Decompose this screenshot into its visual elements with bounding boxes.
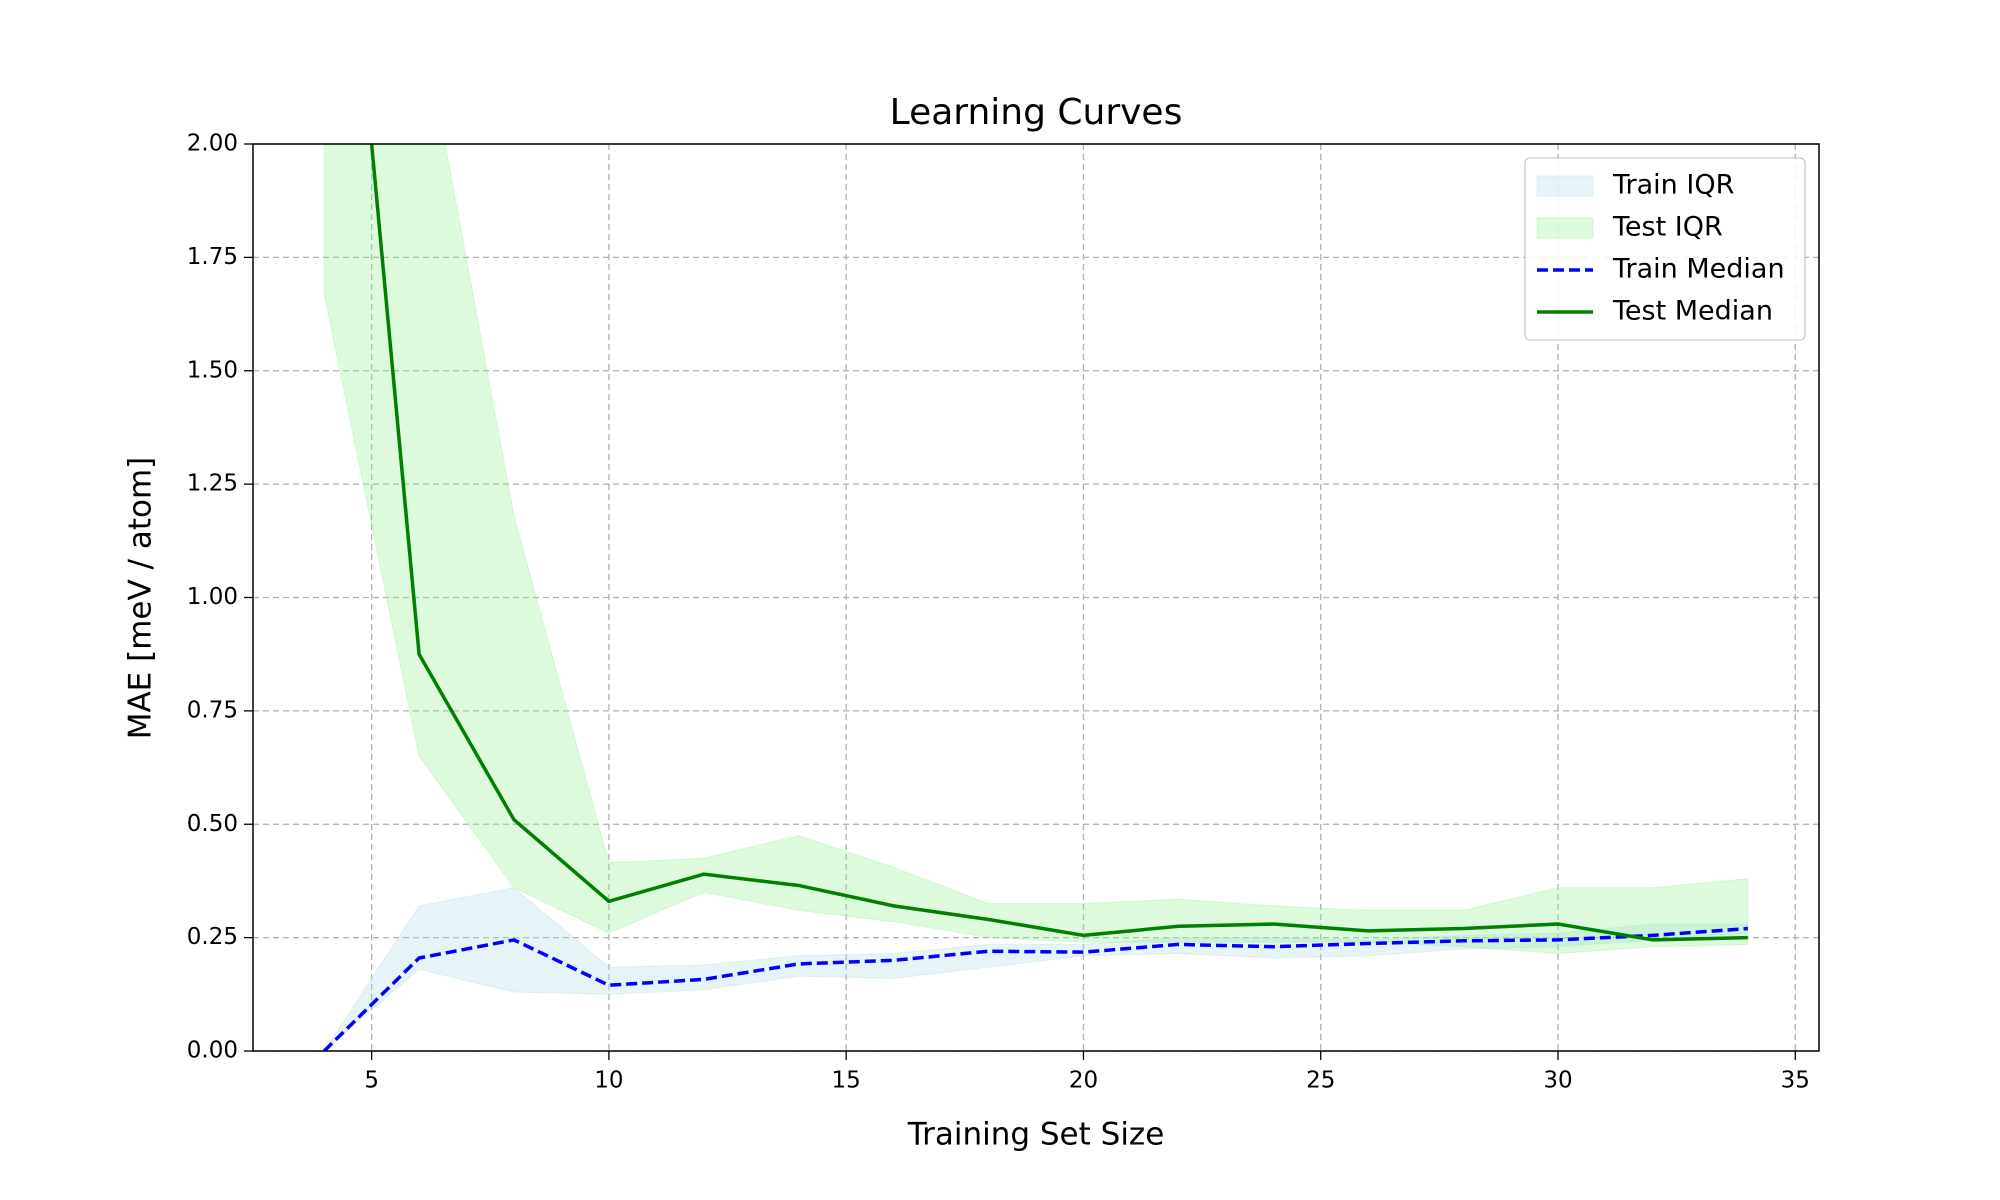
y-tick-label: 0.00 (187, 1038, 238, 1064)
median-line (369, 144, 1748, 942)
y-tick-label: 0.50 (187, 811, 238, 837)
x-tick-label: 35 (1781, 1068, 1810, 1094)
plot-frame (252, 143, 1820, 1052)
y-tick-label: 1.00 (187, 584, 238, 610)
x-tick-label: 10 (594, 1068, 623, 1094)
x-tick-label: 30 (1543, 1068, 1572, 1094)
iqr-band (323, 144, 1749, 954)
x-tick-label: 15 (832, 1068, 861, 1094)
legend-swatch (1536, 217, 1594, 239)
y-tick-label: 2.00 (187, 131, 238, 157)
y-tick-label: 0.75 (187, 697, 238, 723)
legend-label: Test Median (1612, 296, 1773, 327)
legend-swatch (1536, 175, 1594, 197)
legend-label: Test IQR (1612, 212, 1723, 243)
y-tick-label: 1.25 (187, 471, 238, 497)
x-tick-label: 20 (1069, 1068, 1098, 1094)
legend-box (1524, 157, 1806, 341)
y-axis-label: MAE [meV / atom] (123, 457, 159, 740)
y-tick-label: 1.75 (187, 244, 238, 270)
iqr-band (323, 887, 1749, 1051)
chart-title: Learning Curves (890, 92, 1183, 133)
x-tick-label: 25 (1306, 1068, 1335, 1094)
plot-area (322, 144, 1749, 1051)
x-axis-label: Training Set Size (907, 1117, 1165, 1153)
x-tick-label: 5 (364, 1068, 379, 1094)
legend-label: Train IQR (1612, 170, 1734, 201)
median-line (322, 926, 1748, 1051)
legend-label: Train Median (1612, 254, 1785, 285)
y-tick-label: 0.25 (187, 924, 238, 950)
y-tick-label: 1.50 (187, 357, 238, 383)
